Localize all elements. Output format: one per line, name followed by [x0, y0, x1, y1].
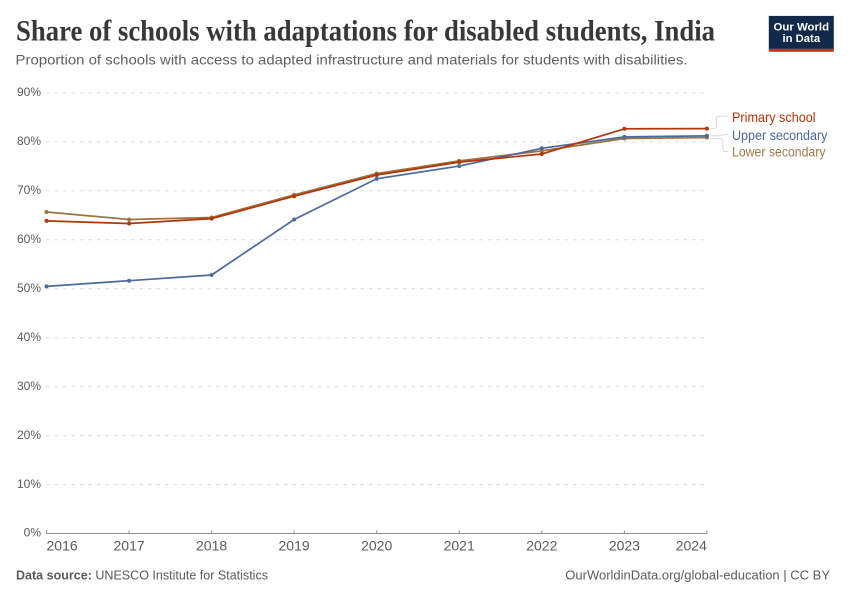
- svg-text:2017: 2017: [114, 538, 145, 554]
- svg-text:0%: 0%: [24, 526, 42, 540]
- svg-text:2021: 2021: [444, 538, 475, 554]
- svg-text:80%: 80%: [17, 134, 41, 148]
- svg-text:70%: 70%: [17, 183, 41, 197]
- svg-text:30%: 30%: [17, 379, 41, 393]
- svg-text:in Data: in Data: [783, 33, 821, 45]
- svg-text:Proportion of schools with acc: Proportion of schools with access to ada…: [16, 52, 688, 68]
- svg-text:2016: 2016: [47, 538, 78, 554]
- svg-text:Primary school: Primary school: [732, 109, 816, 125]
- svg-text:2019: 2019: [279, 538, 310, 554]
- svg-text:Data source: UNESCO Institute: Data source: UNESCO Institute for Statis…: [16, 568, 268, 583]
- svg-text:50%: 50%: [17, 281, 41, 295]
- svg-text:2022: 2022: [526, 538, 557, 554]
- svg-text:2023: 2023: [609, 538, 640, 554]
- svg-text:10%: 10%: [17, 477, 41, 491]
- svg-text:2020: 2020: [361, 538, 392, 554]
- svg-text:40%: 40%: [17, 330, 41, 344]
- svg-text:Share of schools with adaptati: Share of schools with adaptations for di…: [16, 15, 715, 48]
- svg-text:60%: 60%: [17, 232, 41, 246]
- svg-text:2018: 2018: [196, 538, 227, 554]
- svg-text:Lower secondary: Lower secondary: [732, 143, 826, 159]
- svg-text:20%: 20%: [17, 428, 41, 442]
- svg-text:90%: 90%: [17, 85, 41, 99]
- svg-text:Upper secondary: Upper secondary: [732, 127, 827, 143]
- svg-text:OurWorldinData.org/global-educ: OurWorldinData.org/global-education | CC…: [565, 568, 830, 583]
- svg-text:2024: 2024: [676, 538, 707, 554]
- svg-text:Our World: Our World: [774, 22, 830, 34]
